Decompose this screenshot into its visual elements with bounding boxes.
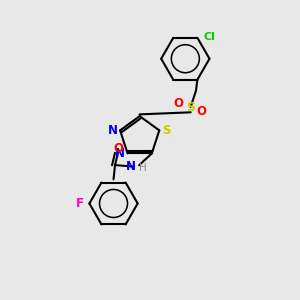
Text: S: S xyxy=(162,124,170,137)
Text: Cl: Cl xyxy=(204,32,216,42)
Text: O: O xyxy=(173,97,183,110)
Text: N: N xyxy=(108,124,118,137)
Text: O: O xyxy=(196,105,206,118)
Text: N: N xyxy=(115,147,125,160)
Text: F: F xyxy=(76,197,84,210)
Text: S: S xyxy=(186,100,195,113)
Text: O: O xyxy=(113,142,123,155)
Text: N: N xyxy=(126,160,136,173)
Text: H: H xyxy=(139,163,147,173)
